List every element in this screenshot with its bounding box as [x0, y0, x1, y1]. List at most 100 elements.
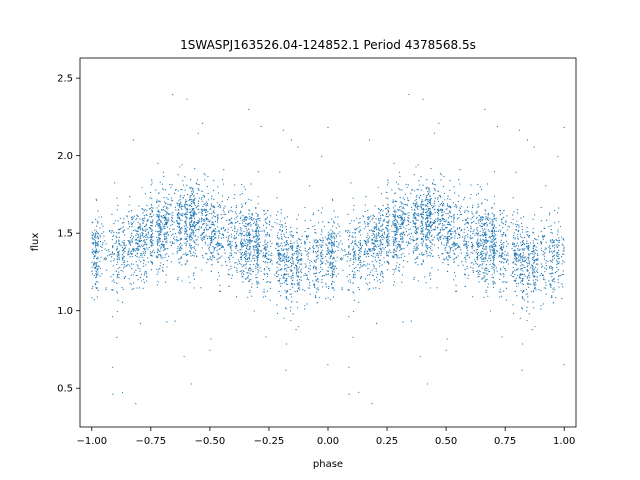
data-point	[135, 261, 137, 263]
data-point	[178, 258, 180, 260]
data-point	[422, 230, 424, 233]
data-point	[189, 179, 192, 181]
data-point	[348, 245, 350, 248]
data-point	[206, 229, 208, 231]
data-point	[425, 198, 427, 201]
data-point	[400, 235, 402, 237]
data-point	[297, 254, 299, 256]
data-point	[253, 257, 255, 259]
data-point	[112, 274, 114, 276]
data-point	[196, 205, 198, 207]
data-point	[402, 220, 405, 222]
data-point	[138, 259, 140, 261]
data-point	[374, 226, 376, 228]
data-point	[306, 303, 308, 305]
data-point	[137, 226, 140, 228]
data-point	[191, 186, 193, 189]
data-point	[256, 283, 258, 285]
data-point	[121, 246, 123, 249]
data-point	[234, 230, 236, 233]
data-point	[143, 235, 145, 238]
data-point	[298, 271, 300, 274]
data-point	[522, 279, 524, 281]
data-point	[128, 253, 130, 255]
data-point	[505, 254, 508, 256]
data-point	[220, 227, 223, 229]
data-point	[106, 249, 108, 251]
data-point	[167, 234, 169, 236]
data-point	[486, 246, 488, 248]
data-point	[372, 264, 374, 266]
data-point	[189, 186, 191, 188]
data-point	[359, 244, 361, 247]
data-point	[373, 243, 375, 245]
data-point	[557, 207, 560, 209]
data-point	[209, 212, 211, 215]
data-point	[244, 250, 247, 252]
data-point	[178, 222, 180, 224]
data-point	[512, 214, 514, 216]
data-point	[254, 221, 256, 223]
data-point	[331, 233, 333, 235]
data-point	[142, 236, 144, 238]
data-point	[337, 223, 339, 225]
data-point	[528, 258, 530, 260]
data-point	[517, 254, 519, 256]
data-point	[516, 233, 518, 235]
data-point	[168, 203, 170, 206]
data-point	[386, 227, 388, 229]
data-point	[343, 255, 345, 257]
data-point	[459, 237, 461, 239]
data-point	[240, 226, 242, 229]
data-point	[356, 245, 358, 247]
data-point	[269, 221, 271, 223]
data-point	[540, 230, 542, 233]
data-point	[520, 235, 522, 237]
data-point	[228, 219, 230, 221]
data-point	[285, 267, 287, 269]
data-point	[478, 281, 480, 283]
data-point	[433, 183, 435, 185]
data-point	[180, 230, 182, 232]
data-point	[522, 252, 525, 254]
data-point	[383, 257, 385, 259]
data-point	[267, 262, 269, 264]
data-point	[558, 253, 560, 256]
data-point	[429, 240, 431, 242]
data-point	[215, 216, 217, 218]
data-point	[242, 219, 244, 221]
data-point	[143, 252, 145, 254]
data-point	[485, 243, 487, 245]
data-point	[499, 229, 501, 231]
data-point	[535, 263, 537, 265]
data-point	[444, 199, 446, 201]
data-point	[124, 246, 126, 248]
data-point	[128, 240, 130, 242]
data-point	[309, 241, 311, 244]
data-point	[244, 188, 246, 191]
data-point	[431, 267, 433, 269]
data-point	[309, 248, 311, 250]
data-point	[246, 246, 248, 248]
data-point	[434, 205, 436, 207]
data-point	[161, 183, 163, 185]
data-point	[285, 255, 288, 258]
data-point	[393, 220, 395, 222]
data-point	[146, 236, 148, 238]
data-point	[135, 238, 137, 240]
data-point	[123, 218, 125, 220]
data-point	[305, 265, 307, 267]
data-point	[499, 273, 501, 275]
data-point	[257, 255, 259, 257]
data-point	[151, 243, 153, 245]
data-point	[402, 232, 404, 235]
data-point	[146, 280, 148, 282]
data-point	[142, 287, 144, 289]
data-point	[147, 233, 149, 235]
data-point	[534, 238, 536, 240]
data-point	[331, 282, 333, 285]
data-point	[250, 278, 252, 281]
data-point	[414, 227, 416, 229]
data-point	[150, 184, 152, 186]
data-point	[241, 233, 243, 235]
